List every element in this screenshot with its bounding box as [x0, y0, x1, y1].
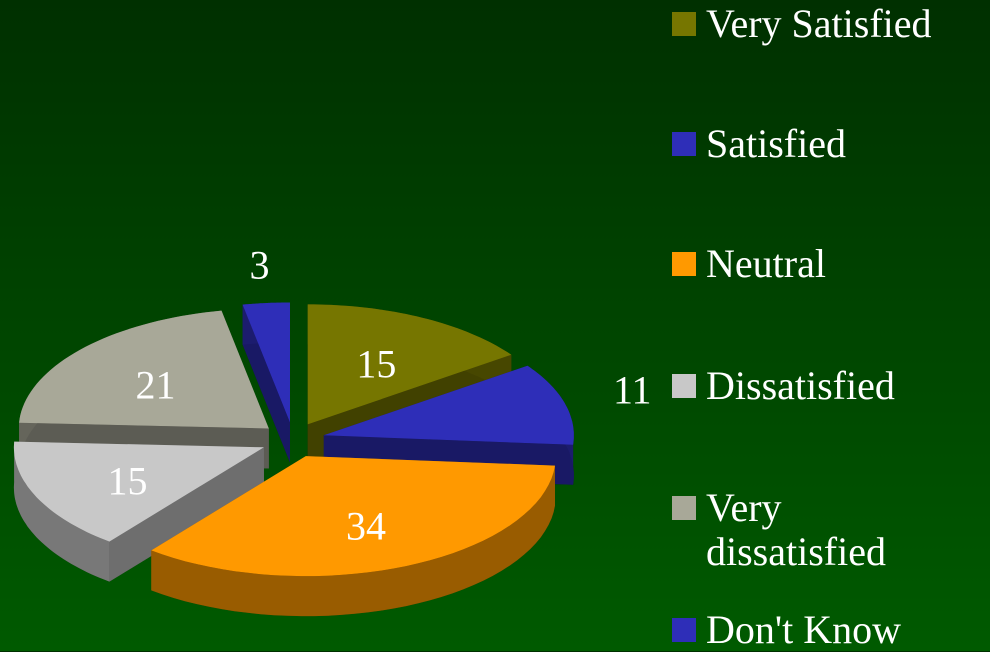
legend-swatch — [672, 12, 696, 36]
legend-item: Dissatisfied — [672, 364, 976, 408]
legend-item: Neutral — [672, 242, 976, 286]
slice-side — [242, 304, 290, 463]
slice-top — [242, 302, 290, 423]
legend-label: Satisfied — [706, 121, 846, 166]
value-label: 21 — [135, 362, 175, 407]
slice-top — [323, 365, 574, 445]
slice-wall — [151, 465, 556, 617]
legend-label: Dissatisfied — [706, 363, 895, 408]
slice — [151, 456, 556, 617]
slice — [13, 441, 264, 582]
value-label: 15 — [356, 342, 396, 387]
legend-item: Very Satisfied — [672, 2, 976, 46]
chart: 15 11 34 15 21 3 — [13, 243, 652, 617]
value-label: 3 — [250, 243, 270, 288]
slice-top — [13, 441, 264, 542]
legend-label: Very Satisfied — [706, 1, 932, 46]
legend-item: Satisfied — [672, 122, 976, 166]
legend-swatch — [672, 496, 696, 520]
slice — [242, 302, 290, 463]
slice-top — [151, 456, 556, 577]
legend-swatch — [672, 374, 696, 398]
slice-top — [307, 304, 512, 425]
slice-wall — [13, 441, 110, 582]
legend-swatch — [672, 252, 696, 276]
legend-label: Neutral — [706, 241, 826, 286]
legend-swatch — [672, 618, 696, 642]
value-label: 34 — [346, 503, 386, 548]
slice-top — [19, 310, 269, 429]
legend-label: Don't Know — [706, 607, 901, 652]
legend-label: Very dissatisfied — [706, 485, 886, 574]
legend-item: Very dissatisfied — [672, 486, 906, 574]
legend: Very Satisfied Satisfied Neutral Dissatisfi… — [672, 0, 990, 652]
legend-item: Don't Know — [672, 608, 976, 652]
value-label: 11 — [613, 368, 652, 413]
legend-swatch — [672, 132, 696, 156]
value-label: 15 — [107, 458, 147, 503]
